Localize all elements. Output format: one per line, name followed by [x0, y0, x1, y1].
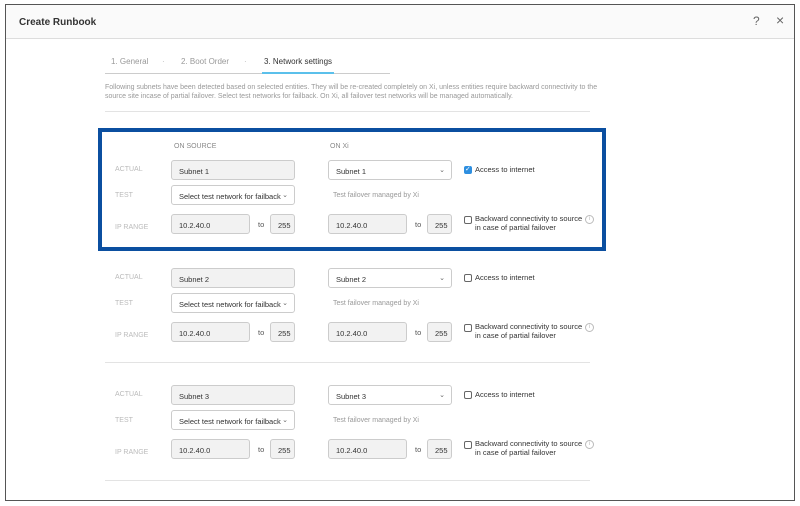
close-icon[interactable]: × [776, 12, 785, 28]
source-ip-start-field[interactable]: 10.2.40.0 [171, 439, 250, 459]
to-label: to [415, 220, 422, 229]
dialog-header: Create Runbook ? × [6, 5, 794, 39]
test-network-placeholder: Select test network for failback [179, 300, 281, 309]
tab-separator: · [244, 57, 247, 66]
backward-connectivity-checkbox[interactable] [464, 216, 472, 224]
actual-label: ACTUAL [115, 391, 143, 398]
divider [105, 362, 590, 363]
xi-subnet-value: Subnet 1 [336, 167, 367, 176]
to-label: to [258, 328, 265, 337]
xi-ip-end-field[interactable]: 255 [427, 214, 452, 234]
info-icon[interactable]: i [585, 440, 594, 449]
help-icon[interactable]: ? [753, 14, 760, 28]
backward-connectivity-checkbox[interactable] [464, 324, 472, 332]
highlight-box [98, 128, 606, 251]
xi-ip-start-field[interactable]: 10.2.40.0 [328, 214, 407, 234]
xi-test-note: Test failover managed by Xi [333, 192, 419, 199]
tab-separator: · [162, 57, 165, 66]
backward-connectivity-checkbox[interactable] [464, 441, 472, 449]
chevron-down-icon: ⌄ [439, 392, 445, 399]
xi-subnet-select[interactable]: Subnet 3 ⌄ [328, 385, 452, 405]
tab-boot-order[interactable]: 2. Boot Order [181, 57, 230, 66]
test-network-placeholder: Select test network for failback [179, 417, 281, 426]
test-network-select[interactable]: Select test network for failback ⌄ [171, 410, 295, 430]
to-label: to [415, 445, 422, 454]
backward-connectivity-label: Backward connectivity to source in case … [475, 322, 583, 340]
xi-ip-end-field[interactable]: 255 [427, 439, 452, 459]
source-subnet-field[interactable]: Subnet 1 [171, 160, 295, 180]
backward-connectivity-label: Backward connectivity to source in case … [475, 439, 583, 457]
actual-label: ACTUAL [115, 166, 143, 173]
info-icon[interactable]: i [585, 323, 594, 332]
tab-general[interactable]: 1. General [111, 57, 149, 66]
access-internet-checkbox[interactable] [464, 165, 472, 174]
access-internet-label: Access to internet [475, 390, 535, 399]
chevron-down-icon: ⌄ [439, 275, 445, 282]
dialog-title: Create Runbook [19, 17, 97, 28]
access-internet-checkbox[interactable] [464, 391, 472, 399]
chevron-down-icon: ⌄ [282, 417, 288, 424]
ip-range-label: IP RANGE [115, 449, 149, 456]
column-on-xi: ON Xi [330, 143, 349, 150]
test-label: TEST [115, 300, 133, 307]
chevron-down-icon: ⌄ [439, 167, 445, 174]
xi-subnet-value: Subnet 2 [336, 275, 367, 284]
active-tab-indicator [262, 72, 334, 74]
actual-label: ACTUAL [115, 274, 143, 281]
source-subnet-field[interactable]: Subnet 2 [171, 268, 295, 288]
test-network-select[interactable]: Select test network for failback ⌄ [171, 185, 295, 205]
xi-subnet-value: Subnet 3 [336, 392, 367, 401]
tab-network-settings[interactable]: 3. Network settings [264, 57, 333, 66]
source-ip-start-field[interactable]: 10.2.40.0 [171, 322, 250, 342]
divider [105, 111, 590, 112]
xi-test-note: Test failover managed by Xi [333, 417, 419, 424]
info-icon[interactable]: i [585, 215, 594, 224]
source-ip-start-field[interactable]: 10.2.40.0 [171, 214, 250, 234]
access-internet-label: Access to internet [475, 273, 535, 282]
source-ip-end-field[interactable]: 255 [270, 322, 295, 342]
access-internet-label: Access to internet [475, 165, 535, 174]
test-network-select[interactable]: Select test network for failback ⌄ [171, 293, 295, 313]
source-subnet-field[interactable]: Subnet 3 [171, 385, 295, 405]
test-label: TEST [115, 417, 133, 424]
xi-ip-end-field[interactable]: 255 [427, 322, 452, 342]
description: Following subnets have been detected bas… [105, 84, 598, 100]
chevron-down-icon: ⌄ [282, 192, 288, 199]
chevron-down-icon: ⌄ [282, 300, 288, 307]
test-label: TEST [115, 192, 133, 199]
source-ip-end-field[interactable]: 255 [270, 214, 295, 234]
backward-connectivity-label: Backward connectivity to source in case … [475, 214, 583, 232]
ip-range-label: IP RANGE [115, 224, 149, 231]
tab-divider [105, 73, 390, 74]
to-label: to [258, 220, 265, 229]
xi-subnet-select[interactable]: Subnet 2 ⌄ [328, 268, 452, 288]
xi-test-note: Test failover managed by Xi [333, 300, 419, 307]
test-network-placeholder: Select test network for failback [179, 192, 281, 201]
xi-ip-start-field[interactable]: 10.2.40.0 [328, 439, 407, 459]
divider [105, 480, 590, 481]
access-internet-checkbox[interactable] [464, 274, 472, 282]
column-on-source: ON SOURCE [174, 143, 217, 150]
to-label: to [258, 445, 265, 454]
xi-ip-start-field[interactable]: 10.2.40.0 [328, 322, 407, 342]
to-label: to [415, 328, 422, 337]
source-ip-end-field[interactable]: 255 [270, 439, 295, 459]
create-runbook-dialog: Create Runbook ? × [5, 4, 795, 501]
xi-subnet-select[interactable]: Subnet 1 ⌄ [328, 160, 452, 180]
ip-range-label: IP RANGE [115, 332, 149, 339]
